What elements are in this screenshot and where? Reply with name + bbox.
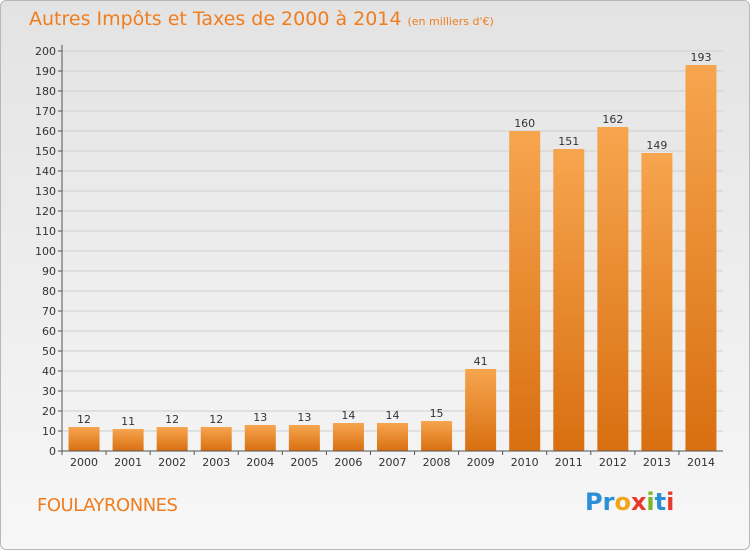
bar [68,427,100,451]
x-tick-label: 2008 [423,456,451,469]
y-tick-label: 160 [35,125,56,138]
y-tick-label: 200 [35,45,56,58]
data-label: 149 [646,139,667,152]
bar [509,131,541,451]
logo-letter: x [630,488,647,516]
x-tick-label: 2001 [114,456,142,469]
bar [288,425,320,451]
y-tick-label: 90 [42,265,56,278]
data-label: 15 [430,407,444,420]
data-label: 193 [690,51,711,64]
x-tick-label: 2013 [643,456,671,469]
x-tick-label: 2002 [158,456,186,469]
x-tick-label: 2007 [379,456,407,469]
data-label: 12 [209,413,223,426]
data-label: 13 [253,411,267,424]
x-tick-labels: 2000 2001 2002 2003 2004 2005 2006 2007 2008 2009… [61,451,715,469]
y-tick-label: 30 [42,385,56,398]
data-label: 14 [386,409,400,422]
y-tick-label: 20 [42,405,56,418]
y-tick-label: 70 [42,305,56,318]
x-tick-label: 2009 [467,456,495,469]
bar [641,153,673,451]
data-label: 162 [602,113,623,126]
y-tick-label: 80 [42,285,56,298]
proxiti-logo: Proxiti [585,488,674,516]
y-tick-label: 50 [42,345,56,358]
data-label: 151 [558,135,579,148]
data-label: 41 [474,355,488,368]
data-labels: 12 11 12 12 13 13 14 14 15 41 160 151 162 149 193 [77,51,711,428]
y-tick-label: 120 [35,205,56,218]
chart-title: Autres Impôts et Taxes de 2000 à 2014 (en… [29,8,494,30]
commune-name: FOULAYRONNES [37,495,178,516]
y-tick-label: 10 [42,425,56,438]
bar [685,65,717,451]
x-tick-label: 2005 [290,456,318,469]
logo-letter: t [654,488,667,516]
bar [377,423,408,451]
logo-letter: i [646,488,655,516]
data-label: 12 [77,413,91,426]
bar [597,127,629,451]
logo-letter: P [585,488,603,516]
x-tick-label: 2004 [246,456,274,469]
bar [421,421,453,451]
x-tick-label: 2011 [555,456,583,469]
y-tick-label: 130 [35,185,56,198]
axes [61,45,723,452]
bars [68,65,717,451]
x-tick-label: 2010 [511,456,539,469]
x-tick-label: 2003 [202,456,230,469]
y-tick-label: 40 [42,365,56,378]
logo-letter: r [602,488,615,516]
bar [332,423,364,451]
y-tick-label: 190 [35,65,56,78]
y-tick-label: 0 [49,445,56,458]
data-label: 14 [341,409,355,422]
bar [244,425,276,451]
bar [156,427,188,451]
y-tick-label: 150 [35,145,56,158]
y-tick-label: 140 [35,165,56,178]
bar [200,427,232,451]
y-tick-label: 180 [35,85,56,98]
y-tick-label: 110 [35,225,56,238]
x-tick-label: 2014 [687,456,715,469]
y-tick-labels: 0 10 20 30 40 50 60 70 80 90 100 110 120 130 140 150 160… [35,45,56,458]
bar [465,369,497,451]
y-tick-label: 100 [35,245,56,258]
data-label: 13 [297,411,311,424]
data-label: 11 [121,415,135,428]
chart-subtitle: (en milliers d'€) [407,15,494,28]
x-tick-label: 2012 [599,456,627,469]
x-tick-label: 2006 [334,456,362,469]
data-label: 12 [165,413,179,426]
chart-title-text: Autres Impôts et Taxes de 2000 à 2014 [29,8,402,30]
y-tick-label: 60 [42,325,56,338]
y-tick-label: 170 [35,105,56,118]
x-tick-label: 2000 [70,456,98,469]
bar [112,429,144,451]
logo-letter: o [614,488,631,516]
bar [553,149,585,451]
data-label: 160 [514,117,535,130]
logo-letter: i [666,488,675,516]
